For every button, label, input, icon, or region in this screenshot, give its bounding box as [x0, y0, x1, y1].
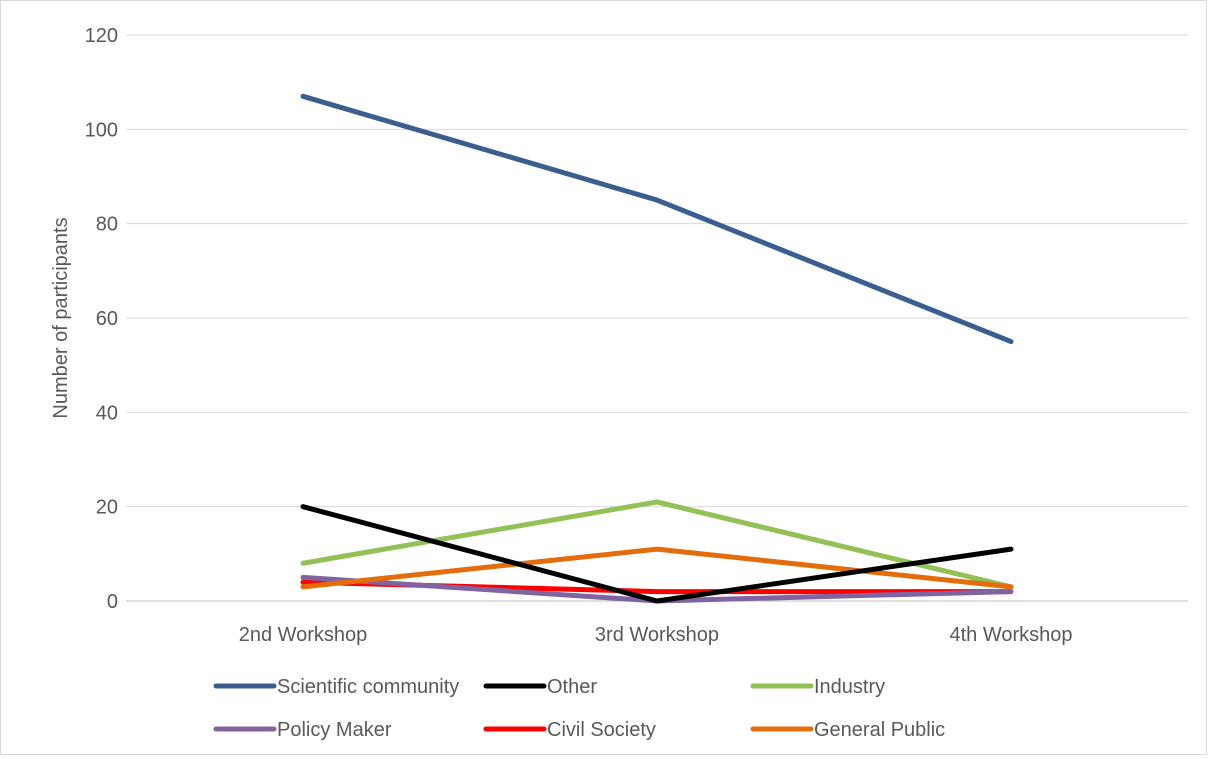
y-tick-label: 0	[107, 591, 118, 613]
y-tick-label: 100	[85, 119, 118, 141]
y-tick-label: 40	[96, 402, 118, 424]
legend-item: Policy Maker	[213, 719, 392, 741]
series-line-general-public	[300, 546, 1014, 590]
y-axis-ticks: 0 20 40 60 80 100 120	[85, 25, 118, 613]
legend-label: Scientific community	[277, 676, 459, 698]
y-tick-label: 120	[85, 25, 118, 47]
series-lines	[300, 93, 1014, 604]
legend-item: General Public	[750, 719, 945, 741]
series-line-scientific-community	[300, 93, 1014, 345]
x-tick-label: 2nd Workshop	[239, 624, 368, 646]
y-tick-label: 80	[96, 214, 118, 236]
legend-label: Other	[547, 676, 597, 698]
x-tick-label: 3rd Workshop	[595, 624, 719, 646]
legend: Scientific community Other Industry Policy …	[213, 676, 945, 741]
legend-item: Industry	[750, 676, 885, 698]
legend-label: General Public	[814, 719, 945, 741]
legend-item: Civil Society	[483, 719, 656, 741]
legend-label: Policy Maker	[277, 719, 392, 741]
y-tick-label: 20	[96, 497, 118, 519]
legend-item: Scientific community	[213, 676, 459, 698]
x-axis-ticks: 2nd Workshop 3rd Workshop 4th Workshop	[239, 624, 1073, 646]
series-line-industry	[300, 499, 1014, 590]
legend-label: Industry	[814, 676, 885, 698]
x-tick-label: 4th Workshop	[949, 624, 1072, 646]
y-axis-label: Number of participants	[50, 217, 72, 418]
legend-item: Other	[483, 676, 597, 698]
series-line-other	[300, 504, 1014, 604]
y-tick-label: 60	[96, 308, 118, 330]
legend-label: Civil Society	[547, 719, 656, 741]
gridlines	[126, 34, 1188, 602]
